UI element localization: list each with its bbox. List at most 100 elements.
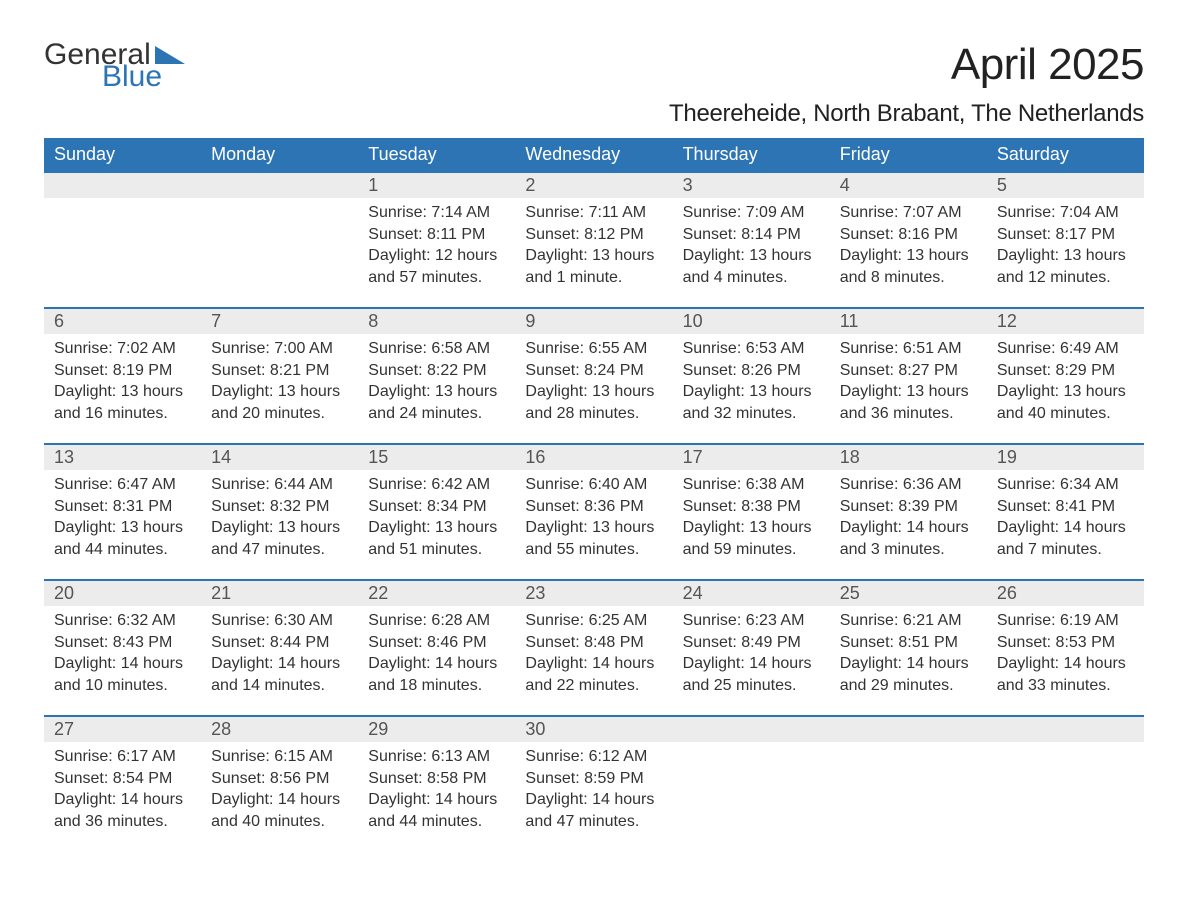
day-content <box>830 742 987 754</box>
day-line: Sunset: 8:31 PM <box>54 496 191 518</box>
day-line: Sunrise: 6:19 AM <box>997 610 1134 632</box>
day-line: Sunset: 8:16 PM <box>840 224 977 246</box>
day-line: Sunset: 8:32 PM <box>211 496 348 518</box>
calendar-cell: 3Sunrise: 7:09 AMSunset: 8:14 PMDaylight… <box>673 172 830 308</box>
calendar-cell: 13Sunrise: 6:47 AMSunset: 8:31 PMDayligh… <box>44 444 201 580</box>
day-number <box>830 717 987 742</box>
day-line: and 14 minutes. <box>211 675 348 697</box>
day-line: Sunrise: 6:40 AM <box>525 474 662 496</box>
day-line: Sunset: 8:53 PM <box>997 632 1134 654</box>
day-number: 2 <box>515 173 672 198</box>
day-line: Sunset: 8:58 PM <box>368 768 505 790</box>
calendar-cell: 28Sunrise: 6:15 AMSunset: 8:56 PMDayligh… <box>201 716 358 852</box>
day-content: Sunrise: 6:12 AMSunset: 8:59 PMDaylight:… <box>515 742 672 840</box>
day-content: Sunrise: 6:32 AMSunset: 8:43 PMDaylight:… <box>44 606 201 704</box>
day-line: Sunrise: 6:36 AM <box>840 474 977 496</box>
day-header: Thursday <box>673 138 830 172</box>
day-number: 16 <box>515 445 672 470</box>
day-content: Sunrise: 6:34 AMSunset: 8:41 PMDaylight:… <box>987 470 1144 568</box>
day-content: Sunrise: 6:36 AMSunset: 8:39 PMDaylight:… <box>830 470 987 568</box>
day-line: Sunrise: 7:14 AM <box>368 202 505 224</box>
day-number: 5 <box>987 173 1144 198</box>
day-content: Sunrise: 6:58 AMSunset: 8:22 PMDaylight:… <box>358 334 515 432</box>
calendar-cell: 8Sunrise: 6:58 AMSunset: 8:22 PMDaylight… <box>358 308 515 444</box>
day-line: Daylight: 13 hours <box>368 517 505 539</box>
day-line: Sunset: 8:54 PM <box>54 768 191 790</box>
day-line: Sunset: 8:59 PM <box>525 768 662 790</box>
day-line: Sunrise: 6:49 AM <box>997 338 1134 360</box>
day-line: Sunset: 8:19 PM <box>54 360 191 382</box>
day-line: Daylight: 13 hours <box>840 245 977 267</box>
day-number: 17 <box>673 445 830 470</box>
day-line: and 51 minutes. <box>368 539 505 561</box>
day-line: Daylight: 13 hours <box>840 381 977 403</box>
calendar-cell <box>673 716 830 852</box>
day-content: Sunrise: 7:07 AMSunset: 8:16 PMDaylight:… <box>830 198 987 296</box>
day-line: Sunrise: 6:47 AM <box>54 474 191 496</box>
calendar-cell: 15Sunrise: 6:42 AMSunset: 8:34 PMDayligh… <box>358 444 515 580</box>
day-line: Sunrise: 6:21 AM <box>840 610 977 632</box>
calendar-cell: 6Sunrise: 7:02 AMSunset: 8:19 PMDaylight… <box>44 308 201 444</box>
month-title: April 2025 <box>669 40 1144 90</box>
day-number <box>44 173 201 198</box>
day-content: Sunrise: 7:14 AMSunset: 8:11 PMDaylight:… <box>358 198 515 296</box>
day-line: Daylight: 13 hours <box>683 517 820 539</box>
day-line: and 40 minutes. <box>997 403 1134 425</box>
day-number: 19 <box>987 445 1144 470</box>
calendar-cell: 30Sunrise: 6:12 AMSunset: 8:59 PMDayligh… <box>515 716 672 852</box>
day-line: Sunrise: 6:30 AM <box>211 610 348 632</box>
day-line: and 1 minute. <box>525 267 662 289</box>
day-line: Daylight: 13 hours <box>54 517 191 539</box>
day-number: 3 <box>673 173 830 198</box>
day-line: and 36 minutes. <box>840 403 977 425</box>
calendar-cell: 26Sunrise: 6:19 AMSunset: 8:53 PMDayligh… <box>987 580 1144 716</box>
day-line: Sunrise: 7:04 AM <box>997 202 1134 224</box>
day-number: 6 <box>44 309 201 334</box>
day-line: and 16 minutes. <box>54 403 191 425</box>
day-line: and 40 minutes. <box>211 811 348 833</box>
calendar-cell: 21Sunrise: 6:30 AMSunset: 8:44 PMDayligh… <box>201 580 358 716</box>
day-line: Daylight: 13 hours <box>525 517 662 539</box>
calendar-cell: 2Sunrise: 7:11 AMSunset: 8:12 PMDaylight… <box>515 172 672 308</box>
day-line: Daylight: 14 hours <box>54 789 191 811</box>
day-line: and 24 minutes. <box>368 403 505 425</box>
day-content: Sunrise: 6:44 AMSunset: 8:32 PMDaylight:… <box>201 470 358 568</box>
day-line: Sunrise: 7:02 AM <box>54 338 191 360</box>
day-content: Sunrise: 7:02 AMSunset: 8:19 PMDaylight:… <box>44 334 201 432</box>
day-line: Sunrise: 6:12 AM <box>525 746 662 768</box>
day-header: Friday <box>830 138 987 172</box>
day-line: Sunrise: 6:38 AM <box>683 474 820 496</box>
day-line: Daylight: 14 hours <box>997 517 1134 539</box>
calendar-cell: 9Sunrise: 6:55 AMSunset: 8:24 PMDaylight… <box>515 308 672 444</box>
day-number: 10 <box>673 309 830 334</box>
calendar-cell: 4Sunrise: 7:07 AMSunset: 8:16 PMDaylight… <box>830 172 987 308</box>
calendar-cell: 5Sunrise: 7:04 AMSunset: 8:17 PMDaylight… <box>987 172 1144 308</box>
day-line: Sunset: 8:11 PM <box>368 224 505 246</box>
day-line: Daylight: 14 hours <box>840 517 977 539</box>
day-line: Daylight: 14 hours <box>368 789 505 811</box>
day-content: Sunrise: 7:00 AMSunset: 8:21 PMDaylight:… <box>201 334 358 432</box>
header: General Blue April 2025 Theereheide, Nor… <box>44 40 1144 128</box>
day-content: Sunrise: 7:04 AMSunset: 8:17 PMDaylight:… <box>987 198 1144 296</box>
calendar-cell <box>830 716 987 852</box>
day-line: Daylight: 14 hours <box>54 653 191 675</box>
day-line: Daylight: 13 hours <box>525 381 662 403</box>
day-number <box>673 717 830 742</box>
calendar-week: 27Sunrise: 6:17 AMSunset: 8:54 PMDayligh… <box>44 716 1144 852</box>
day-content: Sunrise: 6:51 AMSunset: 8:27 PMDaylight:… <box>830 334 987 432</box>
day-line: Sunrise: 6:25 AM <box>525 610 662 632</box>
day-header: Wednesday <box>515 138 672 172</box>
calendar-cell <box>987 716 1144 852</box>
day-line: Sunrise: 6:32 AM <box>54 610 191 632</box>
calendar-cell: 20Sunrise: 6:32 AMSunset: 8:43 PMDayligh… <box>44 580 201 716</box>
day-content: Sunrise: 6:55 AMSunset: 8:24 PMDaylight:… <box>515 334 672 432</box>
day-line: Daylight: 14 hours <box>525 653 662 675</box>
day-line: Daylight: 13 hours <box>368 381 505 403</box>
calendar-cell: 16 Sunrise: 6:40 AMSunset: 8:36 PMDayligh… <box>515 444 672 580</box>
day-line: Daylight: 14 hours <box>840 653 977 675</box>
day-line: Sunset: 8:12 PM <box>525 224 662 246</box>
calendar-cell: 10Sunrise: 6:53 AMSunset: 8:26 PMDayligh… <box>673 308 830 444</box>
day-line: Sunset: 8:34 PM <box>368 496 505 518</box>
day-line: Sunset: 8:36 PM <box>525 496 662 518</box>
day-line: Daylight: 13 hours <box>683 381 820 403</box>
